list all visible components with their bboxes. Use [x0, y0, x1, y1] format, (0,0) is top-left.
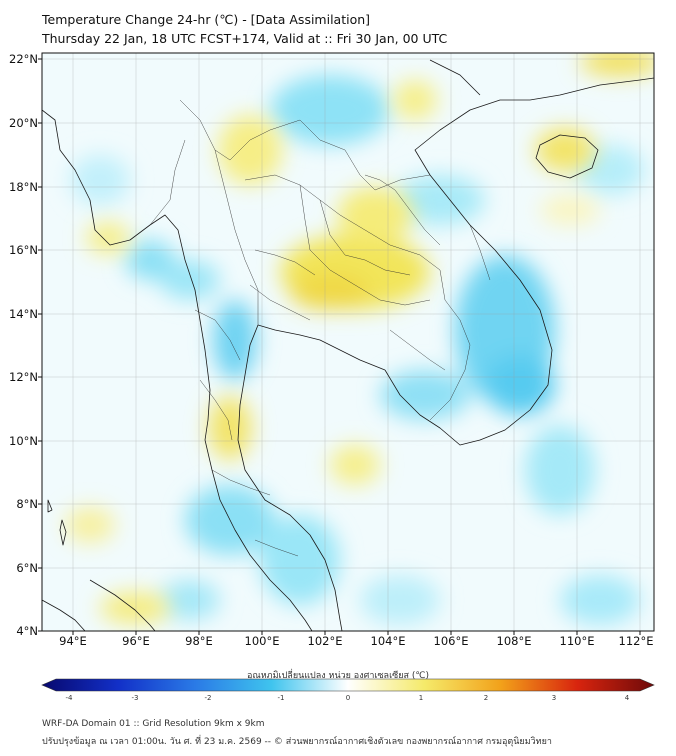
- colorbar-tick: 0: [345, 694, 351, 702]
- colorbar-tick: -2: [204, 694, 212, 702]
- lon-label: 108°E: [496, 634, 532, 648]
- colorbar-tick: 3: [551, 694, 557, 702]
- lat-label: 8°N: [16, 497, 38, 511]
- lon-label: 104°E: [370, 634, 406, 648]
- axis-ticks: [38, 58, 641, 635]
- lat-label: 20°N: [9, 116, 38, 130]
- cooling-field: [70, 75, 645, 625]
- lat-label: 22°N: [9, 52, 38, 66]
- colorbar-tick: -4: [65, 694, 73, 702]
- colorbar-tick: -1: [277, 694, 285, 702]
- colorbar-tick: 2: [483, 694, 489, 702]
- gridlines: [42, 53, 654, 631]
- coastlines: [42, 59, 654, 631]
- temperature-change-map: [38, 52, 655, 635]
- lat-label: 10°N: [9, 434, 38, 448]
- lat-label: 16°N: [9, 243, 38, 257]
- colorbar-tick: 1: [418, 694, 424, 702]
- footer-model-info: WRF-DA Domain 01 :: Grid Resolution 9km …: [42, 719, 265, 729]
- lat-label: 4°N: [16, 624, 38, 638]
- lon-label: 98°E: [185, 634, 213, 648]
- lon-label: 106°E: [433, 634, 469, 648]
- map-title: Temperature Change 24-hr (℃) - [Data Ass…: [42, 12, 371, 27]
- footer-credit: ปรับปรุงข้อมูล ณ เวลา 01:00น. วัน ศ. ที่…: [42, 737, 552, 747]
- colorbar-tick: 4: [624, 694, 630, 702]
- lon-label: 96°E: [122, 634, 150, 648]
- lat-label: 18°N: [9, 180, 38, 194]
- colorbar: [41, 678, 655, 692]
- lat-label: 14°N: [9, 307, 38, 321]
- lon-label: 110°E: [559, 634, 595, 648]
- lon-label: 100°E: [244, 634, 280, 648]
- colorbar-title: อุณหภูมิเปลี่ยนแปลง หน่วย องศาเซลเซียส (…: [246, 671, 430, 681]
- warming-field: [65, 53, 654, 624]
- lon-label: 102°E: [307, 634, 343, 648]
- colorbar-tick: -3: [131, 694, 139, 702]
- lon-label: 112°E: [618, 634, 654, 648]
- map-frame: [41, 52, 655, 632]
- lat-label: 6°N: [16, 561, 38, 575]
- map-subtitle: Thursday 22 Jan, 18 UTC FCST+174, Valid …: [42, 31, 448, 46]
- lon-label: 94°E: [59, 634, 87, 648]
- lat-label: 12°N: [9, 370, 38, 384]
- province-borders: [149, 99, 491, 557]
- colorbar-gradient: [41, 678, 655, 692]
